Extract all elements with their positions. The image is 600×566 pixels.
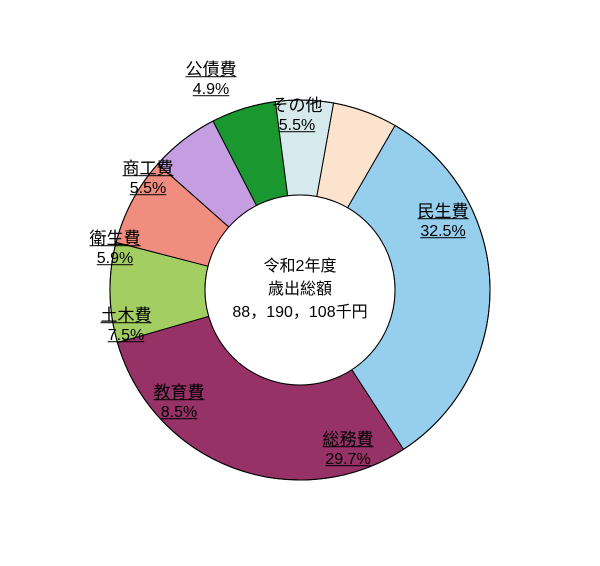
slice-label-name: 民生費 [418, 202, 469, 222]
slice-label-pct: 5.9% [90, 250, 141, 269]
slice-label-pct: 29.7% [323, 451, 374, 470]
center-line-2: 歳出総額 [268, 281, 332, 298]
slice-label-name: 土木費 [101, 306, 152, 326]
slice-label-name: 総務費 [323, 430, 374, 450]
slice-label-pct: 5.5% [272, 117, 323, 136]
slice-label-2: 教育費8.5% [154, 383, 205, 423]
center-line-1: 令和2年度 [264, 258, 337, 275]
slice-label-pct: 8.5% [154, 404, 205, 423]
slice-label-name: 商工費 [123, 159, 174, 179]
slice-label-name: 教育費 [154, 383, 205, 403]
slice-label-pct: 4.9% [186, 81, 237, 100]
slice-label-name: 公債費 [186, 60, 237, 80]
center-line-3: 88，190，108千円 [232, 305, 367, 322]
center-caption: 令和2年度 歳出総額 88，190，108千円 [232, 255, 367, 325]
slice-label-1: 総務費29.7% [323, 430, 374, 470]
slice-label-7: その他5.5% [272, 96, 323, 136]
slice-label-3: 土木費7.5% [101, 306, 152, 346]
slice-label-5: 商工費5.5% [123, 159, 174, 199]
slice-label-pct: 32.5% [418, 223, 469, 242]
slice-label-4: 衛生費5.9% [90, 229, 141, 269]
slice-label-0: 民生費32.5% [418, 202, 469, 242]
slice-label-name: 衛生費 [90, 229, 141, 249]
slice-label-pct: 7.5% [101, 327, 152, 346]
slice-label-pct: 5.5% [123, 180, 174, 199]
chart-stage: 令和2年度 歳出総額 88，190，108千円 民生費32.5% 総務費29.7%… [0, 0, 600, 566]
slice-label-name: その他 [272, 96, 323, 116]
slice-label-6: 公債費4.9% [186, 60, 237, 100]
